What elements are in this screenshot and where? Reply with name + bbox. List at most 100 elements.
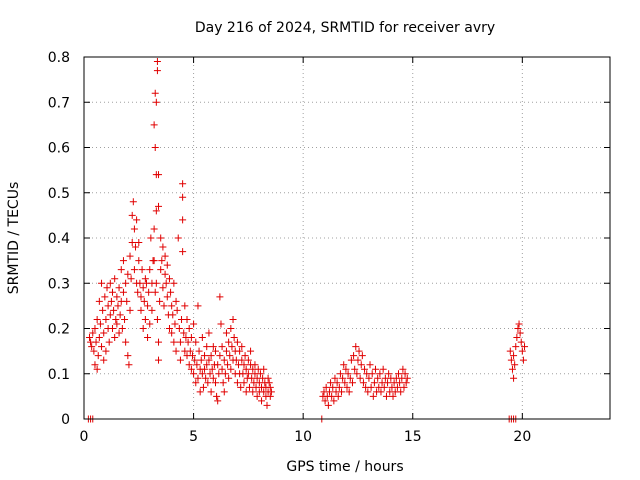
data-point	[267, 388, 275, 396]
data-point	[244, 370, 252, 378]
data-point	[397, 388, 405, 396]
data-point	[511, 361, 519, 369]
axis-ticks	[83, 56, 610, 420]
data-point	[170, 338, 178, 346]
data-point	[126, 252, 134, 260]
data-point	[135, 257, 143, 265]
data-point	[194, 374, 202, 382]
data-point	[366, 361, 374, 369]
data-point	[380, 383, 388, 391]
data-point	[95, 334, 103, 342]
data-point	[155, 202, 163, 210]
data-point	[188, 352, 196, 360]
data-point	[507, 356, 515, 364]
data-point	[209, 374, 217, 382]
data-point	[385, 370, 393, 378]
data-point	[129, 198, 137, 206]
data-point	[222, 329, 230, 337]
y-tick-label: 0.5	[48, 186, 70, 202]
data-point	[124, 270, 132, 278]
data-point	[94, 352, 102, 360]
x-tick-label: 15	[404, 429, 422, 445]
data-point	[184, 338, 192, 346]
data-point	[141, 275, 149, 283]
data-point	[401, 370, 409, 378]
data-point	[116, 311, 124, 319]
data-point	[510, 374, 518, 382]
data-point	[508, 365, 516, 373]
data-point	[185, 325, 193, 332]
data-point	[521, 343, 529, 351]
data-point	[389, 392, 397, 400]
data-point	[203, 361, 211, 369]
data-point	[95, 297, 103, 305]
data-point	[192, 379, 200, 387]
data-point	[198, 334, 206, 342]
data-point	[176, 338, 184, 346]
data-point	[247, 347, 255, 355]
data-point	[102, 315, 110, 323]
data-point	[218, 343, 226, 351]
data-point	[219, 379, 227, 387]
data-point	[369, 392, 377, 400]
data-point	[169, 311, 177, 319]
data-point	[185, 361, 193, 369]
data-point	[163, 293, 171, 301]
data-point	[217, 320, 225, 328]
data-point	[237, 383, 245, 391]
data-point	[198, 370, 206, 378]
data-points	[84, 58, 529, 423]
data-point	[96, 320, 104, 328]
data-point	[165, 275, 173, 283]
data-point	[122, 279, 130, 287]
data-point	[370, 379, 378, 387]
data-point	[402, 379, 410, 387]
x-axis-title: GPS time / hours	[286, 459, 403, 475]
data-point	[196, 388, 204, 396]
data-point	[345, 388, 353, 396]
data-point	[395, 370, 403, 378]
data-point	[155, 356, 163, 364]
y-tick-label: 0	[61, 412, 70, 428]
data-point	[396, 379, 404, 387]
data-point	[190, 320, 198, 328]
data-point	[238, 356, 246, 364]
y-tick-label: 0.7	[48, 95, 70, 111]
data-point	[359, 379, 367, 387]
data-point	[151, 89, 159, 97]
data-point	[266, 392, 274, 400]
data-point	[220, 356, 228, 364]
data-point	[336, 370, 344, 378]
data-point	[245, 383, 253, 391]
data-point	[193, 361, 201, 369]
data-point	[393, 383, 401, 391]
data-point	[365, 374, 373, 382]
data-point	[91, 361, 99, 369]
x-tick-label: 10	[294, 429, 312, 445]
data-point	[98, 343, 106, 351]
data-point	[220, 388, 228, 396]
data-point	[515, 320, 523, 328]
data-point	[209, 343, 217, 351]
data-point	[180, 329, 188, 337]
data-point	[203, 343, 211, 351]
data-point	[90, 347, 98, 355]
data-point	[340, 361, 348, 369]
data-point	[152, 279, 160, 287]
data-point	[165, 325, 173, 332]
data-point	[238, 343, 246, 351]
data-point	[194, 302, 202, 310]
data-point	[152, 207, 160, 215]
data-point	[335, 383, 343, 391]
data-point	[377, 388, 385, 396]
data-point	[350, 352, 358, 360]
data-point	[212, 379, 219, 387]
data-point	[118, 325, 126, 332]
data-point	[106, 279, 114, 287]
data-point	[148, 306, 156, 314]
data-point	[330, 397, 338, 405]
y-tick-labels: 0 0.1 0.2 0.3 0.4 0.5 0.6 0.7 0.8	[48, 50, 70, 428]
data-point	[371, 365, 379, 373]
data-point	[264, 374, 272, 382]
data-point	[256, 370, 264, 378]
